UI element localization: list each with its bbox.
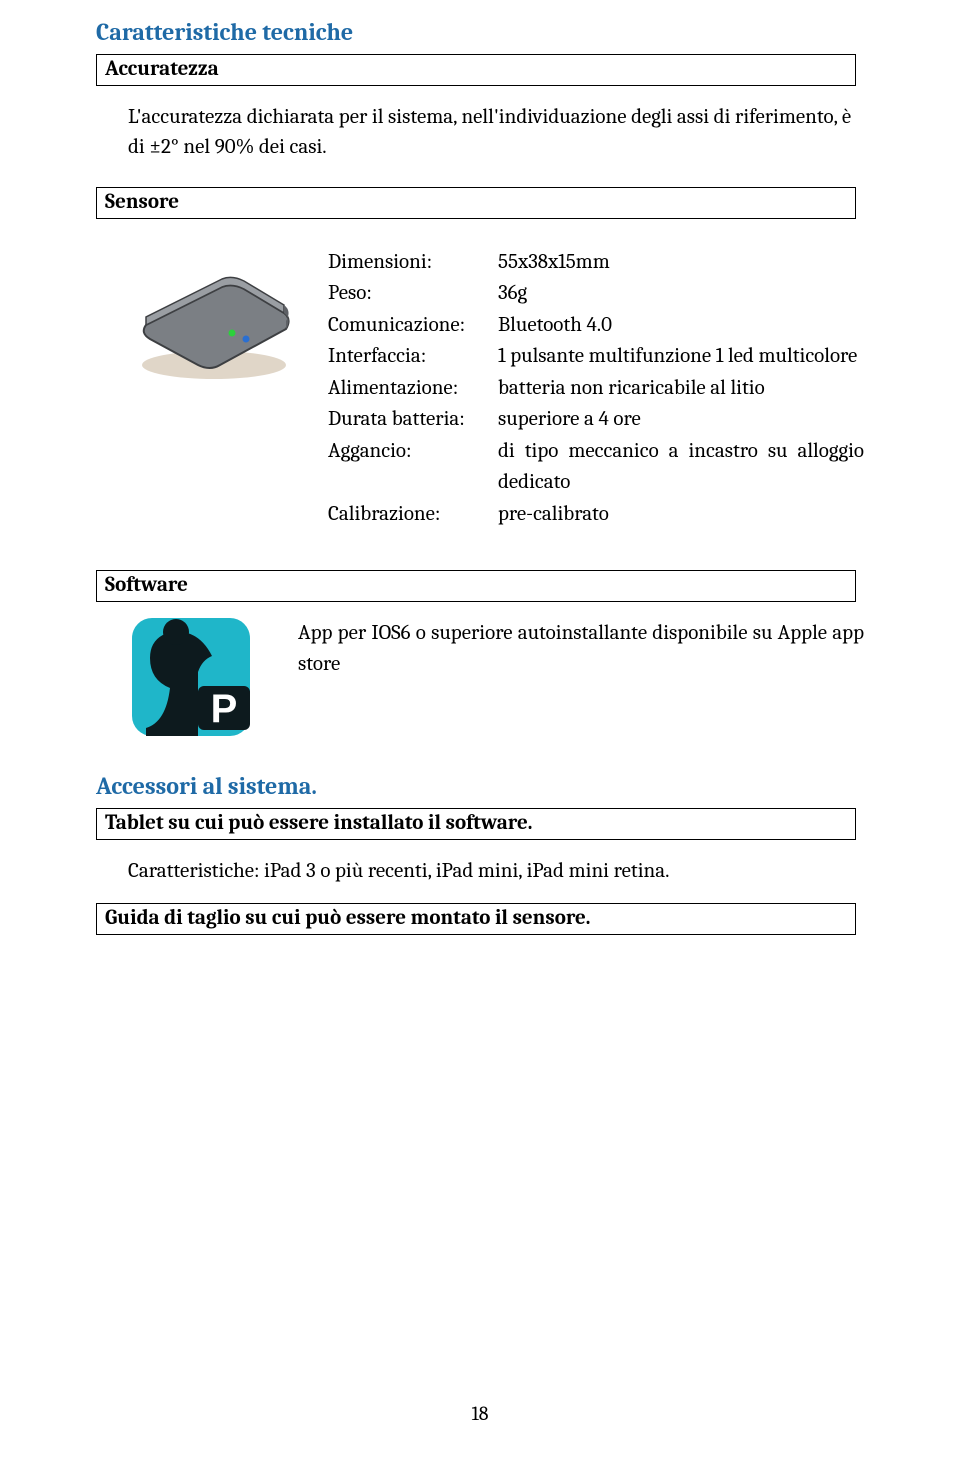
spec-value: 36g [498, 278, 864, 310]
box-sensor-title: Sensore [105, 190, 847, 214]
spec-label: Aggancio: [328, 436, 498, 499]
box-tablet: Tablet su cui può essere installato il s… [96, 808, 856, 840]
box-guide-title: Guida di taglio su cui può essere montat… [105, 906, 847, 930]
spec-label: Dimensioni: [328, 247, 498, 279]
box-tablet-title: Tablet su cui può essere installato il s… [105, 811, 847, 835]
box-accuracy-title: Accuratezza [105, 57, 847, 81]
spec-row: Dimensioni: 55x38x15mm [328, 247, 864, 279]
spec-value: batteria non ricaricabile al litio [498, 373, 864, 405]
paragraph-tablet: Caratteristiche: iPad 3 o più recenti, i… [128, 856, 864, 886]
spec-value: 1 pulsante multifunzione 1 led multicolo… [498, 341, 864, 373]
spec-row: Calibrazione: pre-calibrato [328, 499, 864, 531]
spec-row: Interfaccia: 1 pulsante multifunzione 1 … [328, 341, 864, 373]
spec-label: Alimentazione: [328, 373, 498, 405]
spec-table: Dimensioni: 55x38x15mm Peso: 36g Comunic… [328, 247, 864, 531]
box-software-title: Software [105, 573, 847, 597]
box-accuracy: Accuratezza [96, 54, 856, 86]
spec-row: Alimentazione: batteria non ricaricabile… [328, 373, 864, 405]
sensor-area: Dimensioni: 55x38x15mm Peso: 36g Comunic… [124, 247, 864, 531]
software-area: P App per IOS6 o superiore autoinstallan… [132, 618, 864, 736]
app-icon-letter: P [211, 687, 238, 731]
page: Caratteristiche tecniche Accuratezza L'a… [0, 0, 960, 1463]
box-sensor: Sensore [96, 187, 856, 219]
spec-value: superiore a 4 ore [498, 404, 864, 436]
spec-value: 55x38x15mm [498, 247, 864, 279]
spec-value: di tipo meccanico a incastro su alloggio… [498, 436, 864, 499]
spec-value: pre-calibrato [498, 499, 864, 531]
box-software: Software [96, 570, 856, 602]
spec-label: Calibrazione: [328, 499, 498, 531]
spec-value: Bluetooth 4.0 [498, 310, 864, 342]
spec-row: Durata batteria: superiore a 4 ore [328, 404, 864, 436]
spec-row: Peso: 36g [328, 278, 864, 310]
box-guide: Guida di taglio su cui può essere montat… [96, 903, 856, 935]
paragraph-software: App per IOS6 o superiore autoinstallante… [298, 618, 864, 679]
heading-accessories: Accessori al sistema. [96, 772, 864, 800]
spec-label: Interfaccia: [328, 341, 498, 373]
spec-row: Aggancio: di tipo meccanico a incastro s… [328, 436, 864, 499]
spec-label: Comunicazione: [328, 310, 498, 342]
spec-label: Peso: [328, 278, 498, 310]
page-number: 18 [0, 1402, 960, 1425]
spec-label: Durata batteria: [328, 404, 498, 436]
spec-row: Comunicazione: Bluetooth 4.0 [328, 310, 864, 342]
app-icon: P [132, 618, 250, 736]
sensor-device-icon [124, 247, 304, 387]
paragraph-accuracy: L'accuratezza dichiarata per il sistema,… [128, 102, 864, 163]
heading-tech-chars: Caratteristiche tecniche [96, 18, 864, 46]
